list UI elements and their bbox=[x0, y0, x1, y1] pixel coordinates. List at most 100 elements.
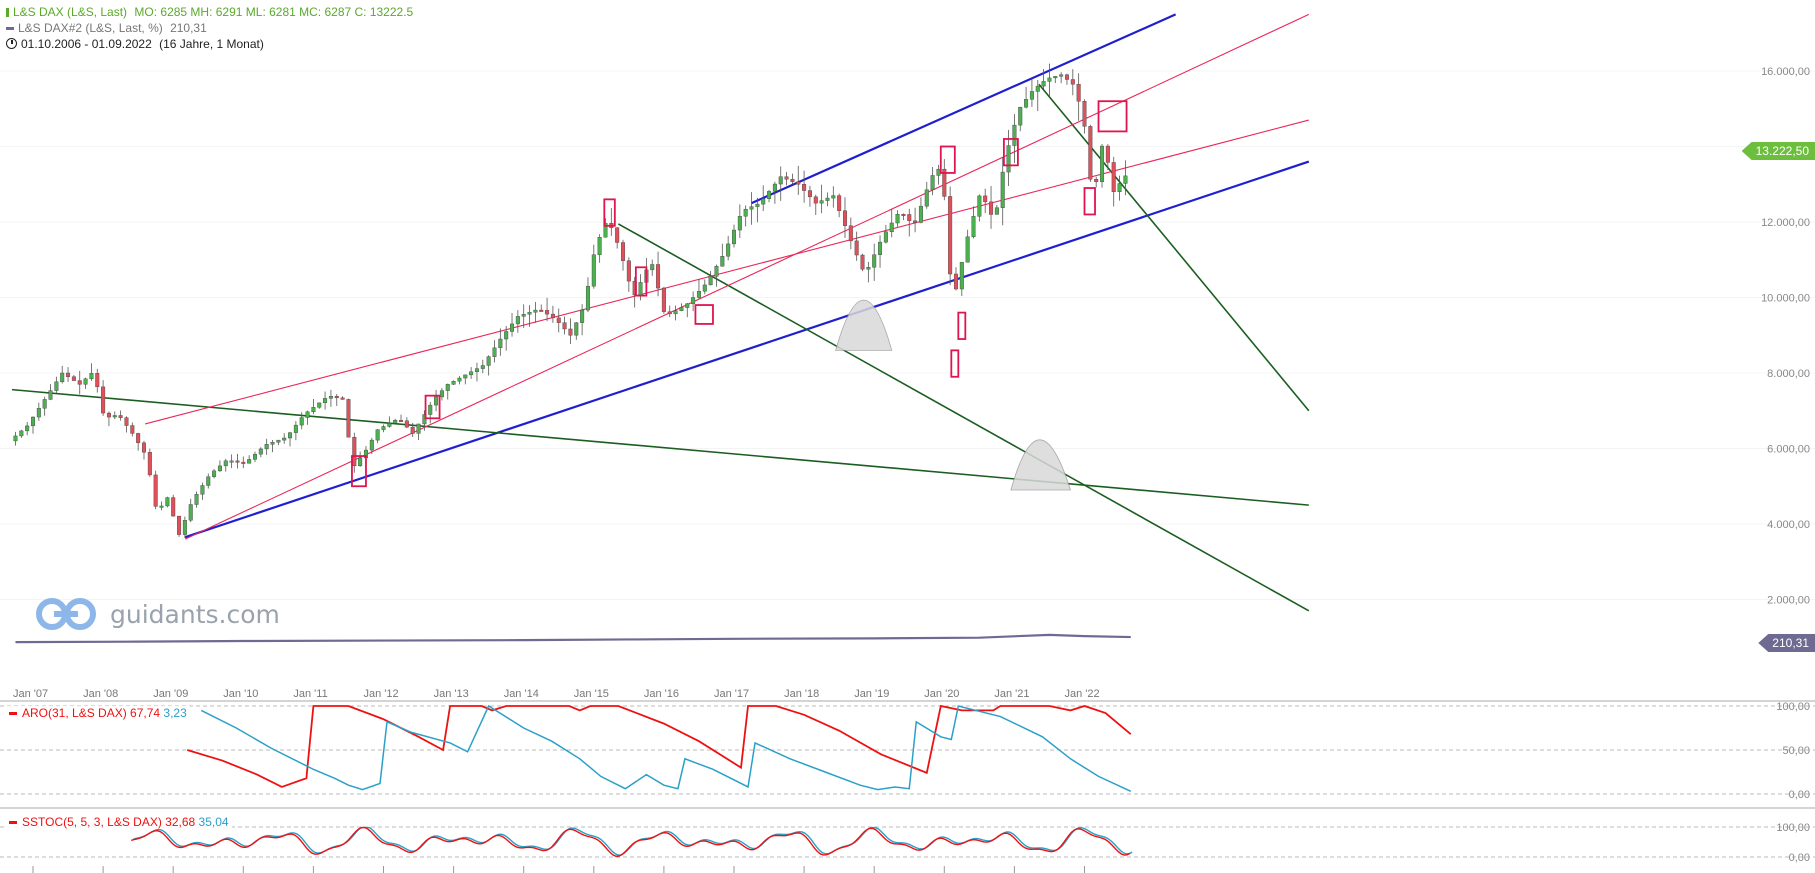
candle bbox=[1070, 79, 1075, 85]
candle bbox=[130, 425, 135, 434]
candle bbox=[1111, 162, 1116, 192]
candle bbox=[404, 420, 409, 428]
candle bbox=[124, 417, 129, 426]
candle bbox=[463, 374, 468, 379]
stochastic-panel: 100,00 0,00 bbox=[0, 822, 1815, 873]
aro_up-line bbox=[186, 704, 1132, 788]
watermark: guidants.com bbox=[34, 596, 280, 632]
candle bbox=[679, 307, 684, 311]
candle bbox=[428, 404, 433, 415]
candle bbox=[802, 184, 807, 191]
candle bbox=[334, 396, 339, 399]
candle bbox=[515, 316, 520, 325]
candle bbox=[965, 236, 970, 263]
x-tick-label: Jan '21 bbox=[994, 688, 1029, 700]
candle bbox=[434, 396, 439, 406]
candle bbox=[340, 397, 345, 400]
candle bbox=[615, 227, 620, 243]
candle bbox=[621, 242, 626, 261]
legend-main-values: MO: 6285 MH: 6291 ML: 6281 MC: 6287 C: 1… bbox=[134, 5, 414, 19]
candle bbox=[19, 430, 24, 437]
candle bbox=[650, 264, 655, 271]
trendline bbox=[184, 160, 1310, 539]
candle bbox=[358, 457, 363, 467]
trendline bbox=[1038, 83, 1310, 412]
aroon-line-icon bbox=[9, 712, 17, 716]
candle bbox=[837, 195, 842, 211]
candle bbox=[1082, 100, 1087, 127]
candle bbox=[638, 282, 643, 296]
candle bbox=[603, 223, 608, 238]
x-tick-label: Jan '09 bbox=[153, 688, 188, 700]
marker-box bbox=[694, 304, 714, 325]
candle bbox=[1041, 81, 1046, 87]
candle bbox=[1024, 99, 1029, 108]
candle bbox=[819, 200, 824, 204]
candle bbox=[585, 285, 590, 311]
candle bbox=[702, 284, 707, 292]
candle bbox=[101, 386, 106, 414]
candle bbox=[480, 365, 485, 369]
aroon-down-value: 3,23 bbox=[163, 706, 187, 720]
candle bbox=[36, 408, 41, 418]
candle bbox=[1123, 175, 1128, 184]
candle bbox=[749, 206, 754, 210]
series-line-icon bbox=[6, 27, 14, 31]
candle bbox=[556, 317, 561, 323]
stoc-tick-label: 0,00 bbox=[1789, 852, 1810, 864]
candle bbox=[924, 189, 929, 207]
candle bbox=[147, 452, 152, 476]
candle bbox=[457, 377, 462, 382]
candle bbox=[591, 254, 596, 287]
candle bbox=[708, 276, 713, 286]
candle bbox=[276, 439, 281, 443]
price-tick-label: 10.000,00 bbox=[1761, 293, 1810, 305]
candle bbox=[714, 266, 719, 277]
candle bbox=[393, 419, 398, 424]
aroon-tick-label: 50,00 bbox=[1782, 745, 1810, 757]
candle bbox=[381, 426, 386, 430]
candle bbox=[831, 195, 836, 199]
x-tick-label: Jan '18 bbox=[784, 688, 819, 700]
stoc-k-line bbox=[130, 826, 1131, 857]
candle bbox=[112, 415, 117, 418]
candle bbox=[410, 426, 415, 434]
x-tick-label: Jan '14 bbox=[504, 688, 539, 700]
last-price-badge: 13.222,50 bbox=[1741, 142, 1815, 160]
marker-box bbox=[1097, 100, 1128, 133]
candle bbox=[521, 314, 526, 317]
legend-main-label: L&S DAX (L&S, Last) bbox=[13, 5, 128, 19]
candle bbox=[878, 241, 883, 255]
candle bbox=[416, 423, 421, 434]
candle bbox=[31, 416, 36, 427]
duration: (16 Jahre, 1 Monat) bbox=[159, 37, 264, 51]
candle bbox=[772, 183, 777, 192]
x-tick-label: Jan '07 bbox=[13, 688, 48, 700]
price-tick-label: 2.000,00 bbox=[1767, 595, 1810, 607]
candle bbox=[825, 197, 830, 201]
hump-annotations bbox=[835, 300, 1072, 491]
candle bbox=[568, 328, 573, 336]
candle bbox=[293, 424, 298, 433]
candle bbox=[498, 338, 503, 349]
candle bbox=[913, 220, 918, 223]
candle bbox=[229, 460, 234, 463]
marker-boxes bbox=[351, 100, 1128, 488]
candle bbox=[848, 225, 853, 242]
aroon-tick-label: 0,00 bbox=[1789, 789, 1810, 801]
candle bbox=[106, 412, 111, 418]
candle bbox=[486, 356, 491, 366]
candle bbox=[539, 309, 544, 312]
aro_down-line bbox=[200, 704, 1132, 793]
candle bbox=[545, 310, 550, 315]
candle bbox=[994, 207, 999, 215]
candle bbox=[288, 432, 293, 439]
x-tick-label: Jan '16 bbox=[644, 688, 679, 700]
candle bbox=[235, 460, 240, 463]
candle bbox=[451, 380, 456, 385]
candle bbox=[854, 240, 859, 256]
x-tick-label: Jan '11 bbox=[293, 688, 327, 700]
candle bbox=[264, 444, 269, 450]
candle bbox=[469, 371, 474, 376]
